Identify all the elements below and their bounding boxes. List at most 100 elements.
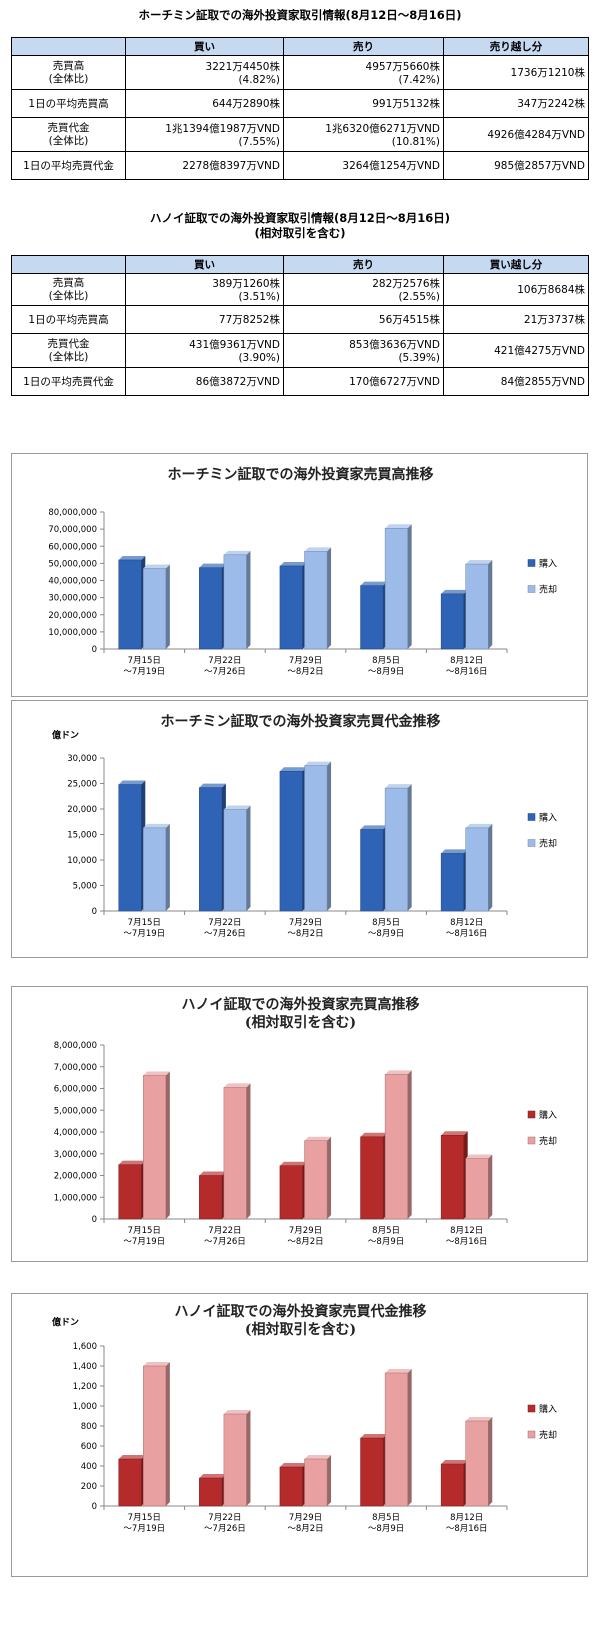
bar-side — [246, 550, 251, 649]
value: 1兆1394億1987万VND — [165, 123, 280, 135]
bar-top — [441, 589, 468, 594]
legend-swatch — [527, 1430, 536, 1439]
table-title-hcm: ホーチミン証取での海外投資家取引情報(8月12日～8月16日) — [138, 8, 462, 22]
y-tick-label: 0 — [92, 645, 97, 655]
bar-side — [327, 761, 332, 911]
value: 853億3636万VND — [349, 339, 440, 351]
bar-sell — [304, 1458, 328, 1507]
value: 1兆6320億6271万VND — [325, 123, 440, 135]
header-cell — [11, 37, 126, 56]
bar-side — [246, 1410, 251, 1506]
bar-sell — [465, 1158, 489, 1220]
cell-buy: 431億9361万VND (3.90%) — [125, 333, 284, 368]
cell-net: 106万8684株 — [443, 273, 589, 306]
chart-svg: ハノイ証取での海外投資家売買高推移(相対取引を含む) 0 1,000,000 2,00… — [54, 996, 557, 1247]
bar-sell — [465, 1420, 489, 1507]
cell-buy: 389万1260株 (3.51%) — [125, 273, 284, 306]
bar-top — [465, 560, 493, 565]
bar-sell — [304, 765, 328, 912]
row-label: 1日の平均売買代金 — [11, 151, 126, 180]
bar-side — [407, 1070, 412, 1219]
x-tick-label: 8月12日 — [450, 1226, 483, 1236]
bar-sell — [223, 554, 247, 650]
x-tick-label: 8月5日 — [372, 1226, 400, 1236]
x-tick-label: ～8月2日 — [287, 1524, 323, 1534]
legend-swatch — [527, 839, 536, 847]
legend-label: 購入 — [539, 1109, 557, 1121]
x-tick-label: 8月12日 — [450, 656, 483, 666]
header-cell: 売り — [283, 255, 444, 274]
table-row: 1日の平均売買代金 2278億8397万VND 3264億1254万VND 98… — [11, 151, 589, 180]
legend-label: 購入 — [539, 1403, 557, 1415]
y-tick-label: 8,000,000 — [54, 1041, 97, 1051]
table-title-hanoi: ハノイ証取での海外投資家取引情報(8月12日～8月16日) (相対取引を含む) — [149, 211, 451, 240]
bar-top — [385, 1369, 412, 1373]
x-tick-label: 7月15日 — [128, 1226, 161, 1236]
bar-sell — [143, 1075, 167, 1220]
bar-buy — [279, 1165, 303, 1220]
cell-sell: 170億6727万VND — [283, 367, 444, 396]
bar-sell — [223, 1413, 247, 1507]
chart-hcm-volume: ホーチミン証取での海外投資家売買高推移 0 10,000,000 20,000,000… — [11, 453, 588, 697]
bar-top — [199, 1171, 226, 1176]
bar-top — [279, 767, 307, 772]
x-tick-label: 8月12日 — [450, 918, 483, 928]
y-tick-label: 30,000 — [67, 754, 97, 764]
bar-sell — [304, 1140, 328, 1220]
chart-title: (相対取引を含む) — [245, 1321, 356, 1338]
bar-top — [441, 1460, 468, 1464]
bar-sell — [223, 1087, 247, 1220]
x-tick-label: ～7月19日 — [123, 1524, 165, 1534]
row-label: 売買代金 (全体比) — [11, 333, 126, 368]
bar-buy — [360, 829, 384, 912]
row-label: 売買高 (全体比) — [11, 55, 126, 90]
x-tick-label: ～7月19日 — [123, 1237, 165, 1247]
bar-top — [441, 1131, 468, 1136]
percent: (3.90%) — [238, 352, 280, 364]
x-tick-label: ～7月19日 — [123, 667, 165, 677]
y-tick-label: 0 — [92, 1215, 97, 1225]
bar-top — [465, 1417, 493, 1421]
bar-side — [165, 1071, 170, 1219]
x-tick-label: 8月12日 — [450, 1513, 483, 1523]
bar-side — [407, 524, 412, 649]
bar-top — [143, 564, 170, 569]
bar-buy — [199, 1477, 223, 1507]
y-tick-label: 800 — [81, 1422, 97, 1432]
bar-top — [279, 1463, 307, 1467]
bar-top — [118, 555, 146, 560]
bar-top — [465, 823, 493, 828]
bar-buy — [118, 559, 142, 650]
bar-top — [223, 805, 251, 810]
bar-sell — [223, 809, 247, 912]
table-row: 1日の平均売買代金 86億3872万VND 170億6727万VND 84億28… — [11, 367, 589, 396]
legend-label: 購入 — [539, 812, 557, 824]
cell-buy: 3221万4450株 (4.82%) — [125, 55, 284, 90]
cell-net: 84億2855万VND — [443, 367, 589, 396]
row-label: 1日の平均売買高 — [11, 305, 126, 334]
legend-label: 購入 — [539, 558, 557, 570]
percent: (2.55%) — [398, 291, 440, 303]
bar-sell — [384, 1074, 408, 1220]
bar-buy — [199, 1175, 223, 1220]
chart-title: ホーチミン証取での海外投資家売買代金推移 — [161, 713, 441, 730]
bar-top — [223, 1083, 251, 1088]
bar-sell — [143, 827, 167, 912]
y-tick-label: 15,000 — [67, 831, 97, 841]
bar-top — [199, 1474, 226, 1478]
bar-top — [304, 1455, 332, 1459]
chart-title: ホーチミン証取での海外投資家売買高推移 — [168, 466, 434, 483]
bar-buy — [279, 771, 303, 912]
table-row: 売買高 (全体比) 389万1260株 (3.51%) 282万2576株 (2.5… — [11, 273, 589, 306]
chart-svg: ホーチミン証取での海外投資家売買高推移 0 10,000,000 20,000,000… — [48, 466, 557, 677]
percent: (7.55%) — [238, 136, 280, 148]
table-row: 売買代金 (全体比) 1兆1394億1987万VND (7.55%) 1兆6320… — [11, 117, 589, 152]
bar-top — [143, 1362, 170, 1366]
percent: (5.39%) — [398, 352, 440, 364]
bar-side — [327, 1455, 332, 1506]
bar-buy — [440, 853, 464, 912]
bar-top — [360, 1132, 388, 1137]
x-tick-label: 7月15日 — [128, 918, 161, 928]
row-label: 売買代金 (全体比) — [11, 117, 126, 152]
bar-top — [385, 524, 412, 529]
